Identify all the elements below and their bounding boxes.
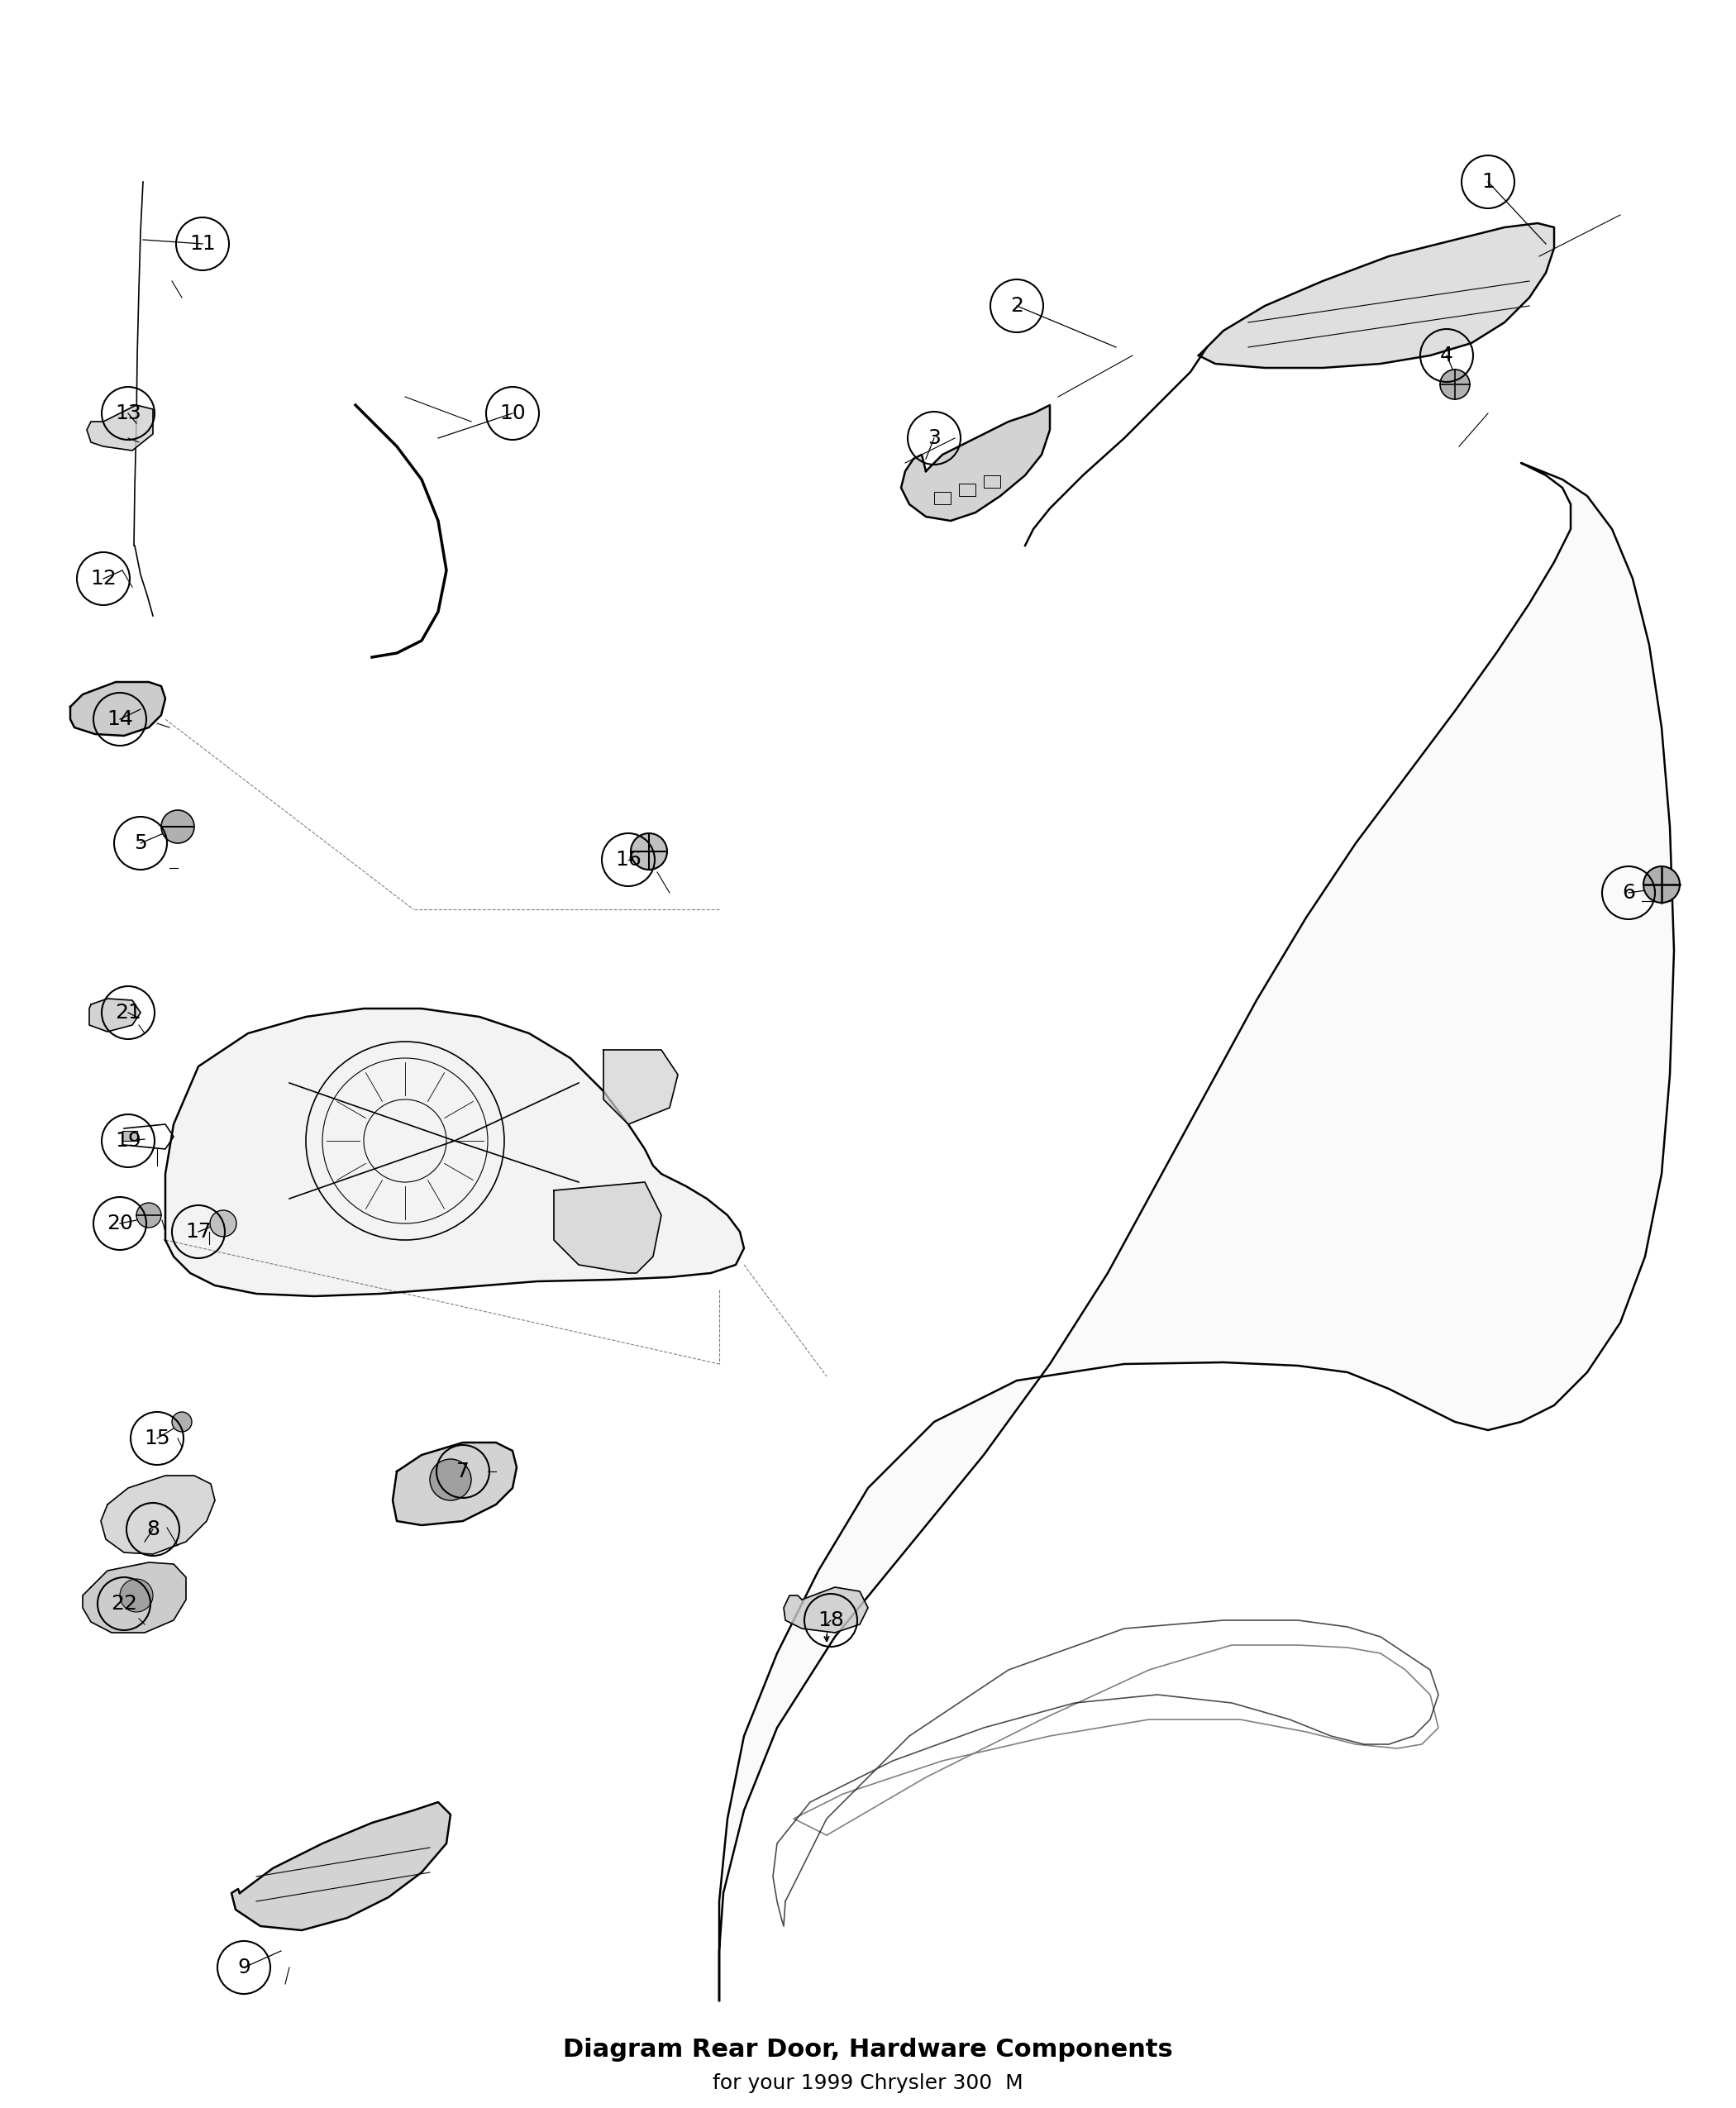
Polygon shape	[165, 1008, 745, 1296]
Text: 21: 21	[115, 1003, 141, 1022]
Text: 16: 16	[615, 850, 641, 871]
Text: 9: 9	[238, 1958, 250, 1977]
Text: 17: 17	[186, 1223, 212, 1242]
Circle shape	[1441, 369, 1470, 398]
Text: 7: 7	[457, 1461, 469, 1482]
Bar	[958, 483, 976, 495]
Bar	[984, 474, 1000, 487]
Circle shape	[161, 809, 194, 843]
Polygon shape	[719, 464, 1674, 2000]
Polygon shape	[392, 1442, 517, 1526]
Text: 22: 22	[111, 1594, 137, 1613]
Polygon shape	[901, 405, 1050, 521]
Polygon shape	[83, 1562, 186, 1634]
Polygon shape	[783, 1587, 868, 1634]
Text: 13: 13	[115, 403, 141, 424]
Text: 6: 6	[1621, 883, 1635, 902]
Polygon shape	[101, 1476, 215, 1554]
Text: 4: 4	[1441, 346, 1453, 365]
Circle shape	[172, 1412, 191, 1431]
Text: 19: 19	[115, 1130, 141, 1151]
Text: 10: 10	[500, 403, 526, 424]
Polygon shape	[69, 683, 165, 736]
Polygon shape	[87, 405, 153, 451]
Circle shape	[431, 1459, 470, 1501]
Text: 5: 5	[134, 833, 148, 854]
Text: 8: 8	[146, 1520, 160, 1539]
Text: 11: 11	[189, 234, 215, 253]
Text: 14: 14	[106, 708, 134, 729]
Polygon shape	[1198, 223, 1554, 369]
Circle shape	[210, 1210, 236, 1237]
Bar	[122, 1130, 137, 1140]
Circle shape	[1644, 866, 1680, 902]
Text: 2: 2	[1010, 295, 1024, 316]
Polygon shape	[554, 1183, 661, 1273]
Polygon shape	[89, 999, 141, 1031]
Polygon shape	[604, 1050, 677, 1124]
Polygon shape	[231, 1802, 451, 1931]
Text: 3: 3	[927, 428, 941, 449]
Text: 18: 18	[818, 1611, 844, 1629]
Circle shape	[120, 1579, 153, 1613]
Text: Diagram Rear Door, Hardware Components: Diagram Rear Door, Hardware Components	[562, 2038, 1174, 2062]
Circle shape	[137, 1204, 161, 1227]
Bar	[934, 491, 951, 504]
Text: 1: 1	[1481, 173, 1495, 192]
Text: for your 1999 Chrysler 300  M: for your 1999 Chrysler 300 M	[713, 2074, 1023, 2093]
Text: 12: 12	[90, 569, 116, 588]
Text: 15: 15	[144, 1429, 170, 1448]
Circle shape	[630, 833, 667, 871]
Text: 20: 20	[106, 1214, 134, 1233]
